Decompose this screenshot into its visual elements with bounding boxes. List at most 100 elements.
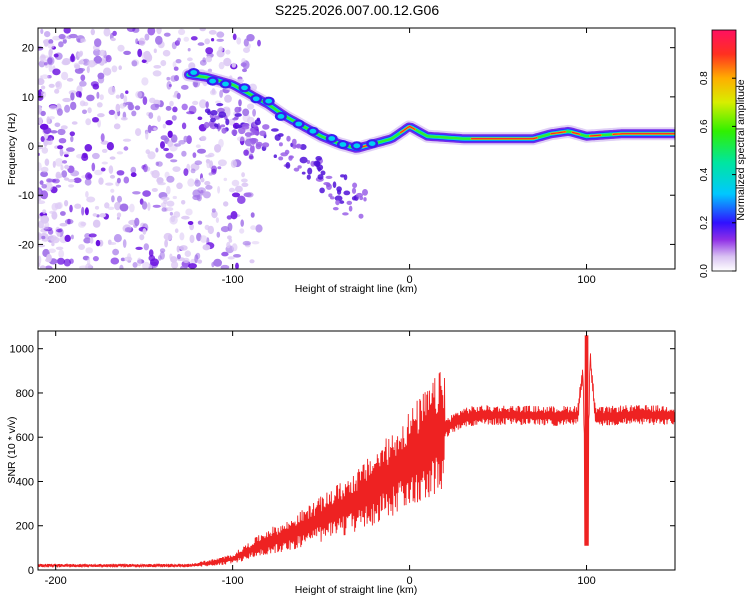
heatmap-noise-blob <box>169 100 174 107</box>
heatmap-branch-blob <box>299 144 307 150</box>
heatmap-noise-blob <box>144 33 150 41</box>
heatmap-branch-blob <box>244 132 252 137</box>
heatmap-noise-blob <box>100 167 106 172</box>
heatmap-noise-blob <box>231 62 236 68</box>
heatmap-branch-blob <box>214 123 219 128</box>
heatmap-noise-blob <box>257 39 261 47</box>
heatmap-noise-blob <box>163 232 173 241</box>
heatmap-noise-blob <box>199 235 208 243</box>
heatmap-noise-blob <box>199 28 206 32</box>
heatmap-noise-blob <box>41 74 49 79</box>
heatmap-noise-blob <box>113 234 122 243</box>
heatmap-noise-blob <box>143 243 149 251</box>
heatmap-noise-blob <box>235 262 239 269</box>
heatmap-noise-blob <box>158 255 162 261</box>
heatmap-noise-blob <box>123 146 129 151</box>
ridge-knot-core <box>209 78 217 84</box>
heatmap-noise-blob <box>189 234 195 244</box>
heatmap-noise-blob <box>129 203 135 213</box>
heatmap-noise-blob <box>40 110 46 117</box>
ridge-knot-core <box>339 142 347 147</box>
heatmap-branch-blob <box>323 182 331 186</box>
heatmap-noise-blob <box>147 202 151 211</box>
heatmap-branch-blob <box>358 213 364 219</box>
heatmap-noise-blob <box>109 174 116 179</box>
heatmap-noise-blob <box>208 30 217 35</box>
heatmap-noise-blob <box>179 232 185 241</box>
bottom-y-tick-label: 200 <box>16 521 34 533</box>
heatmap-noise-blob <box>153 48 157 54</box>
heatmap-noise-blob <box>171 115 177 121</box>
heatmap-branch-blob <box>234 124 243 129</box>
heatmap-noise-blob <box>126 28 136 32</box>
heatmap-noise-blob <box>119 103 126 109</box>
heatmap-noise-blob <box>199 59 207 66</box>
heatmap-noise-blob <box>120 257 126 262</box>
heatmap-noise-blob <box>100 133 105 142</box>
heatmap-branch-blob <box>351 187 357 194</box>
heatmap-noise-blob <box>194 179 201 187</box>
heatmap-branch-blob <box>317 174 324 180</box>
figure-title: S225.2026.007.00.12.G06 <box>275 2 439 18</box>
heatmap-noise-blob <box>223 57 232 67</box>
heatmap-noise-blob <box>181 150 187 157</box>
heatmap-noise-blob <box>247 116 255 124</box>
heatmap-noise-blob <box>92 117 99 123</box>
heatmap-branch-blob <box>252 130 260 136</box>
heatmap-noise-blob <box>150 170 154 175</box>
heatmap-noise-blob <box>230 211 238 220</box>
heatmap-noise-blob <box>165 105 172 111</box>
heatmap-noise-blob <box>166 175 175 183</box>
heatmap-noise-blob <box>119 264 124 269</box>
heatmap-noise-blob <box>154 103 160 108</box>
heatmap-noise-blob <box>39 54 47 63</box>
ridge-knot-core <box>309 128 317 134</box>
heatmap-noise-blob <box>79 265 88 269</box>
heatmap-noise-blob <box>231 179 240 187</box>
heatmap-noise-blob <box>92 152 100 160</box>
heatmap-noise-blob <box>227 256 235 260</box>
heatmap-noise-blob <box>112 248 119 256</box>
heatmap-noise-blob <box>142 96 148 105</box>
heatmap-noise-blob <box>48 63 53 73</box>
heatmap-branch-blob <box>238 127 246 135</box>
heatmap-noise-blob <box>185 208 193 216</box>
ridge-knot-core <box>368 141 376 147</box>
colorbar-tick-label: 0.4 <box>699 167 710 181</box>
heatmap-noise-blob <box>88 233 97 238</box>
heatmap-noise-blob <box>135 91 143 99</box>
heatmap-noise-blob <box>176 182 183 190</box>
heatmap-noise-blob <box>39 180 44 185</box>
heatmap-noise-blob <box>94 205 100 210</box>
heatmap-noise-blob <box>77 38 81 43</box>
heatmap-noise-blob <box>120 116 128 121</box>
bottom-y-tick-label: 1000 <box>10 344 34 356</box>
heatmap-branch-blob <box>284 149 290 155</box>
heatmap-noise-blob <box>173 66 179 71</box>
top-y-tick-label: -10 <box>18 190 34 202</box>
heatmap-noise-blob <box>93 55 102 64</box>
heatmap-noise-blob <box>86 66 90 74</box>
ridge-core <box>589 134 602 137</box>
heatmap-noise-blob <box>40 136 45 142</box>
heatmap-noise-blob <box>225 49 231 55</box>
heatmap-noise-blob <box>165 120 173 126</box>
heatmap-noise-blob <box>108 242 117 245</box>
heatmap-noise-blob <box>40 215 50 224</box>
heatmap-noise-blob <box>52 68 61 76</box>
heatmap-branch-blob <box>210 117 216 123</box>
heatmap-noise-blob <box>163 147 170 152</box>
heatmap-noise-blob <box>226 215 232 220</box>
ridge-core <box>571 131 580 135</box>
heatmap-noise-blob <box>99 213 106 218</box>
bottom-x-tick-label: -100 <box>222 575 244 587</box>
heatmap-noise-blob <box>170 75 178 82</box>
heatmap-noise-blob <box>160 141 165 149</box>
heatmap-noise-blob <box>145 131 149 140</box>
heatmap-noise-blob <box>137 257 142 267</box>
heatmap-noise-blob <box>53 53 59 58</box>
ridge-knot-core <box>295 121 303 127</box>
heatmap-noise-blob <box>94 169 103 176</box>
